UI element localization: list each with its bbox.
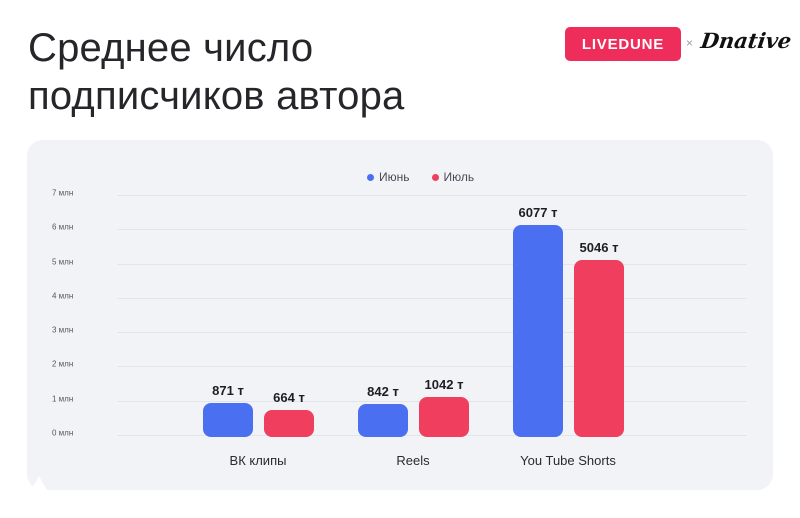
livedune-logo: LIVEDUNE: [565, 27, 681, 61]
bar-june: [513, 224, 563, 437]
chart-card: [27, 140, 773, 494]
bar-value-label: 5046 т: [579, 239, 619, 255]
bar-july: [574, 259, 624, 437]
bar-value-label: 842 т: [367, 384, 399, 400]
legend-dot-june-icon: [367, 173, 374, 181]
gridline: [117, 194, 747, 196]
legend-dot-july-icon: [431, 173, 439, 181]
gridline: [117, 263, 747, 265]
bar-june: [203, 403, 253, 437]
y-axis-tick: 7 млн: [52, 188, 74, 198]
bar-june: [358, 404, 408, 437]
x-axis-category: ВК клипы: [229, 453, 287, 468]
y-axis-tick: 0 млн: [52, 428, 74, 438]
bar-value-label: 6077 т: [518, 204, 558, 220]
y-axis-tick: 3 млн: [52, 325, 74, 335]
x-axis-category: Reels: [396, 453, 430, 468]
dnative-logo: Dnative: [699, 28, 794, 53]
bar-value-label: 664 т: [273, 390, 305, 406]
title-line-2: подписчиков автора: [28, 74, 405, 118]
title-line-1: Среднее число: [28, 26, 314, 70]
bar-value-label: 1042 т: [424, 377, 464, 393]
gridline: [117, 332, 747, 334]
y-axis-tick: 6 млн: [52, 222, 74, 232]
collab-separator: ×: [686, 36, 694, 50]
gridline: [117, 366, 747, 368]
y-axis-tick: 2 млн: [52, 359, 74, 369]
gridline: [117, 229, 747, 231]
gridline: [117, 297, 747, 299]
bar-value-label: 871 т: [212, 383, 244, 399]
bar-july: [419, 397, 469, 437]
y-axis-tick: 5 млн: [52, 257, 74, 266]
legend-item-july: Июль: [431, 170, 474, 184]
y-axis-tick: 1 млн: [52, 394, 74, 404]
page-title: Среднее число подписчиков автора: [28, 24, 405, 120]
legend-item-june: Июнь: [367, 170, 410, 184]
bar-july: [264, 410, 314, 437]
y-axis-tick: 4 млн: [52, 291, 74, 301]
x-axis-category: You Tube Shorts: [520, 453, 616, 468]
chart-legend: Июнь Июль: [367, 170, 474, 184]
